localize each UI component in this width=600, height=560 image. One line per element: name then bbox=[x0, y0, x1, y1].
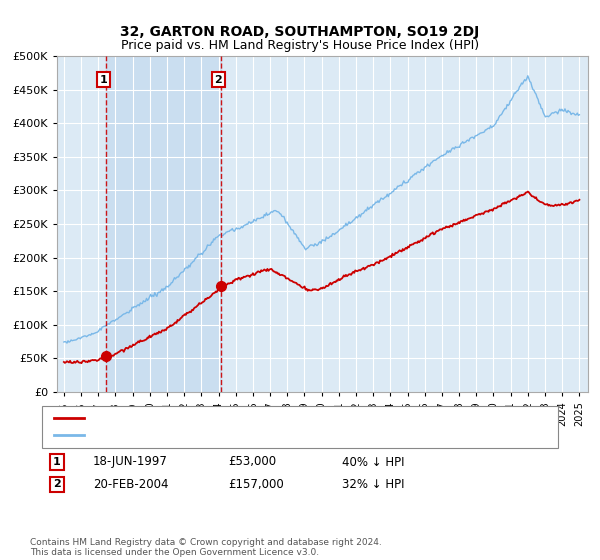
Text: 18-JUN-1997: 18-JUN-1997 bbox=[93, 455, 168, 469]
Text: Contains HM Land Registry data © Crown copyright and database right 2024.
This d: Contains HM Land Registry data © Crown c… bbox=[30, 538, 382, 557]
Text: 32, GARTON ROAD, SOUTHAMPTON, SO19 2DJ (detached house): 32, GARTON ROAD, SOUTHAMPTON, SO19 2DJ (… bbox=[90, 413, 425, 423]
Bar bbox=[106, 56, 221, 392]
Text: HPI: Average price, detached house, Southampton: HPI: Average price, detached house, Sout… bbox=[90, 430, 353, 440]
Text: £157,000: £157,000 bbox=[228, 478, 284, 491]
Text: 1: 1 bbox=[100, 74, 107, 85]
Text: Price paid vs. HM Land Registry's House Price Index (HPI): Price paid vs. HM Land Registry's House … bbox=[121, 39, 479, 52]
Text: 2: 2 bbox=[214, 74, 222, 85]
Text: 40% ↓ HPI: 40% ↓ HPI bbox=[342, 455, 404, 469]
Text: 1: 1 bbox=[53, 457, 61, 467]
Text: 32% ↓ HPI: 32% ↓ HPI bbox=[342, 478, 404, 491]
Text: 2: 2 bbox=[53, 479, 61, 489]
Text: 32, GARTON ROAD, SOUTHAMPTON, SO19 2DJ: 32, GARTON ROAD, SOUTHAMPTON, SO19 2DJ bbox=[121, 25, 479, 39]
Text: 20-FEB-2004: 20-FEB-2004 bbox=[93, 478, 169, 491]
Text: £53,000: £53,000 bbox=[228, 455, 276, 469]
